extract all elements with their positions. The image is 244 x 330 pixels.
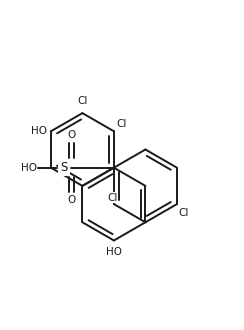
Text: Cl: Cl: [107, 193, 118, 203]
Text: O: O: [67, 130, 75, 140]
Text: S: S: [60, 161, 68, 174]
Text: HO: HO: [106, 247, 122, 257]
Text: HO: HO: [31, 126, 47, 136]
Text: HO: HO: [21, 163, 37, 173]
Text: Cl: Cl: [178, 208, 189, 218]
Text: Cl: Cl: [77, 96, 88, 106]
Text: O: O: [67, 195, 75, 205]
Text: Cl: Cl: [117, 118, 127, 129]
